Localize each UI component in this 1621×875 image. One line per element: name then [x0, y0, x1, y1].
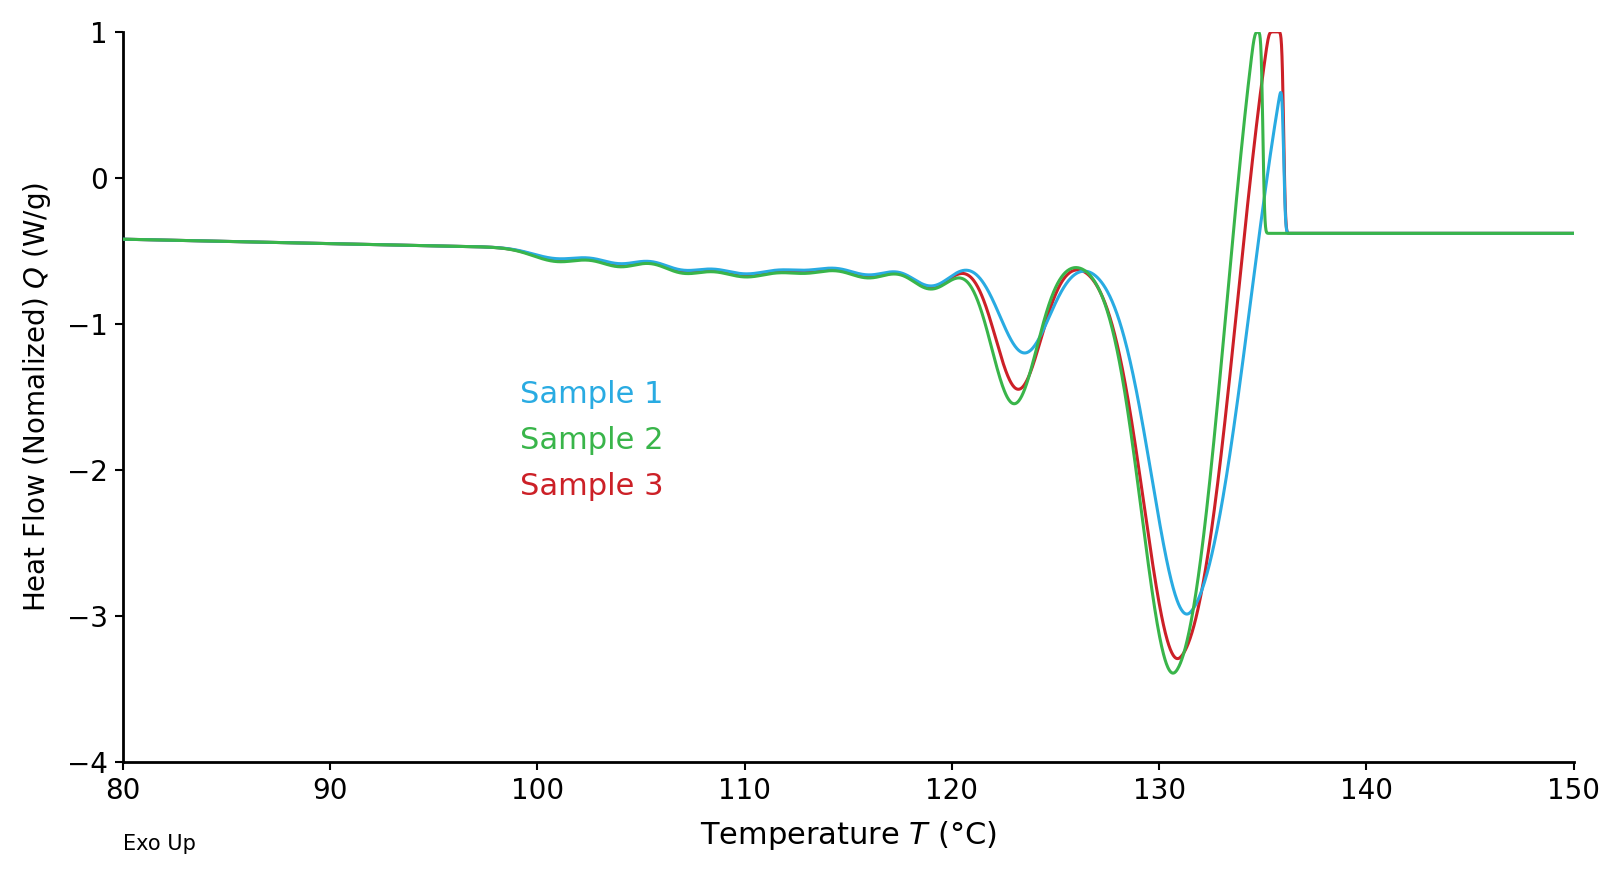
Sample 2 [113, 234, 133, 244]
Sample 1 [279, 237, 298, 248]
Sample 3 [1167, 654, 1187, 664]
Sample 2 [1564, 228, 1584, 239]
Sample 3 [1564, 228, 1584, 239]
Sample 1 [1564, 228, 1584, 239]
Sample 2 [1537, 228, 1556, 239]
Sample 3 [1379, 228, 1399, 239]
Legend: Sample 1, Sample 2, Sample 3: Sample 1, Sample 2, Sample 3 [509, 368, 676, 514]
Sample 3 [279, 237, 298, 248]
Sample 1 [669, 264, 689, 275]
Sample 3 [1266, 26, 1285, 37]
Sample 2 [1379, 228, 1399, 239]
Sample 2 [1164, 668, 1183, 678]
Sample 1 [1271, 88, 1290, 98]
Line: Sample 2: Sample 2 [123, 32, 1574, 673]
X-axis label: Temperature $T$ (°C): Temperature $T$ (°C) [700, 819, 997, 852]
Y-axis label: Heat Flow (Nomalized) $Q$ (W/g): Heat Flow (Nomalized) $Q$ (W/g) [21, 182, 53, 612]
Sample 2 [1248, 27, 1268, 38]
Sample 1 [1379, 228, 1399, 239]
Sample 1 [113, 234, 133, 244]
Sample 3 [365, 239, 384, 249]
Sample 2 [279, 237, 298, 248]
Sample 2 [733, 271, 752, 282]
Sample 1 [733, 269, 752, 279]
Sample 3 [1537, 228, 1556, 239]
Sample 3 [669, 266, 689, 276]
Sample 1 [1177, 609, 1196, 620]
Sample 1 [1537, 228, 1556, 239]
Sample 3 [113, 234, 133, 244]
Sample 3 [733, 270, 752, 281]
Sample 2 [365, 239, 384, 249]
Sample 2 [669, 268, 689, 278]
Text: Exo Up: Exo Up [123, 834, 196, 854]
Line: Sample 3: Sample 3 [123, 31, 1574, 659]
Line: Sample 1: Sample 1 [123, 93, 1574, 614]
Sample 1 [365, 239, 384, 249]
